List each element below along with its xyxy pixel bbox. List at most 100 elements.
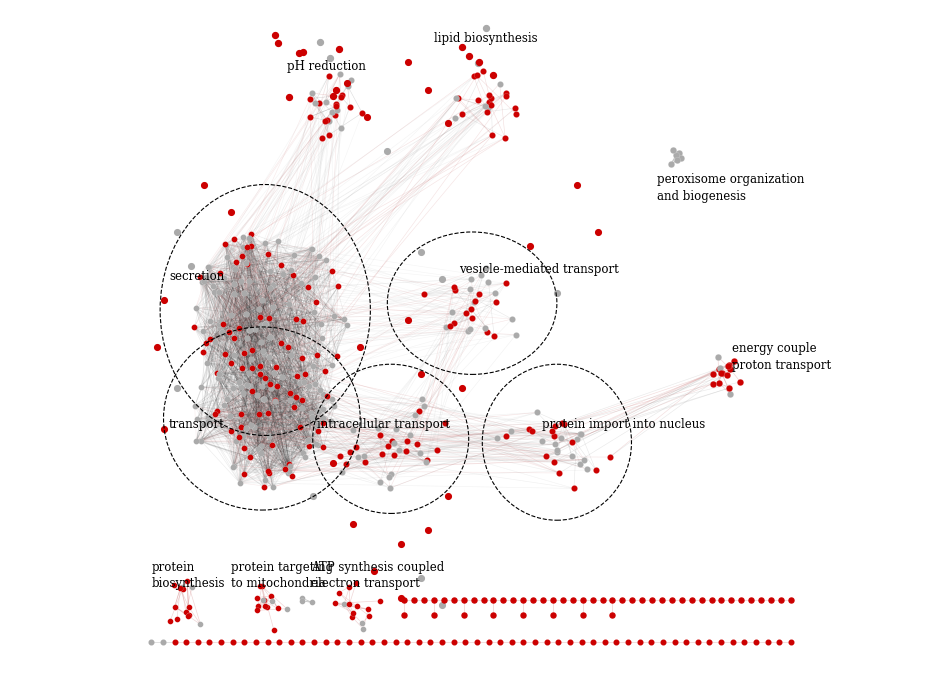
Text: transport: transport xyxy=(169,419,224,432)
Point xyxy=(487,331,502,342)
Point xyxy=(235,242,250,253)
Point xyxy=(446,318,461,329)
Point xyxy=(609,637,624,648)
Point xyxy=(426,594,441,605)
Point xyxy=(264,440,280,451)
Point xyxy=(182,609,197,620)
Point xyxy=(671,147,687,158)
Point xyxy=(398,445,414,456)
Point xyxy=(319,637,334,648)
Point xyxy=(484,99,499,110)
Point xyxy=(417,289,432,300)
Point xyxy=(713,637,728,648)
Point xyxy=(312,406,327,417)
Point xyxy=(553,432,569,443)
Point xyxy=(448,285,463,296)
Point xyxy=(723,364,738,375)
Point xyxy=(620,637,635,648)
Point xyxy=(663,159,678,170)
Point xyxy=(232,477,247,488)
Point xyxy=(261,430,276,441)
Point xyxy=(270,37,285,48)
Point xyxy=(402,430,417,441)
Point xyxy=(477,101,493,112)
Point xyxy=(724,594,739,605)
Point xyxy=(292,422,307,433)
Point xyxy=(674,594,689,605)
Point xyxy=(255,381,270,392)
Point xyxy=(771,637,786,648)
Point xyxy=(252,368,267,379)
Point xyxy=(356,623,371,634)
Point xyxy=(486,609,501,620)
Point xyxy=(175,583,190,594)
Point xyxy=(304,244,320,255)
Point xyxy=(281,387,297,398)
Point xyxy=(237,637,252,648)
Point xyxy=(301,441,317,452)
Point xyxy=(253,581,268,592)
Point xyxy=(382,482,398,493)
Point xyxy=(192,271,207,282)
Point xyxy=(281,465,297,476)
Point xyxy=(220,251,235,262)
Point xyxy=(315,417,330,428)
Point xyxy=(419,454,435,465)
Point xyxy=(202,333,217,344)
Point xyxy=(515,637,531,648)
Point xyxy=(388,637,403,648)
Point xyxy=(712,362,728,373)
Point xyxy=(174,582,189,593)
Point xyxy=(555,594,571,605)
Point xyxy=(565,594,580,605)
Point xyxy=(319,115,334,126)
Point xyxy=(462,323,477,334)
Point xyxy=(313,36,328,47)
Point xyxy=(417,400,432,411)
Point xyxy=(438,322,454,333)
Point xyxy=(548,439,563,450)
Point xyxy=(666,144,681,155)
Point xyxy=(200,357,215,368)
Point xyxy=(330,637,345,648)
Point xyxy=(362,611,378,622)
Point xyxy=(399,637,415,648)
Point xyxy=(243,419,259,430)
Point xyxy=(293,277,308,288)
Point xyxy=(281,458,297,469)
Point xyxy=(262,282,278,293)
Point xyxy=(478,262,494,273)
Point xyxy=(178,607,193,618)
Point xyxy=(458,307,474,318)
Point xyxy=(181,611,196,622)
Point xyxy=(243,452,258,462)
Point xyxy=(294,592,309,603)
Point xyxy=(394,539,409,550)
Point xyxy=(263,590,279,601)
Point xyxy=(273,338,288,349)
Point xyxy=(257,481,272,492)
Point xyxy=(665,594,680,605)
Point xyxy=(466,297,481,308)
Point xyxy=(335,466,350,477)
Point xyxy=(303,243,319,254)
Point xyxy=(281,298,297,309)
Point xyxy=(373,595,388,606)
Point xyxy=(215,318,230,329)
Point xyxy=(498,91,514,102)
Point xyxy=(307,271,322,282)
Point xyxy=(223,358,239,369)
Point xyxy=(254,294,269,305)
Point xyxy=(339,458,354,469)
Point xyxy=(225,637,241,648)
Point xyxy=(634,594,650,605)
Point xyxy=(267,396,282,407)
Point xyxy=(669,150,684,161)
Point xyxy=(249,390,264,401)
Point xyxy=(257,595,272,606)
Point xyxy=(360,604,376,615)
Point xyxy=(223,206,239,217)
Point xyxy=(233,422,248,433)
Point xyxy=(483,93,498,104)
Point xyxy=(239,308,254,319)
